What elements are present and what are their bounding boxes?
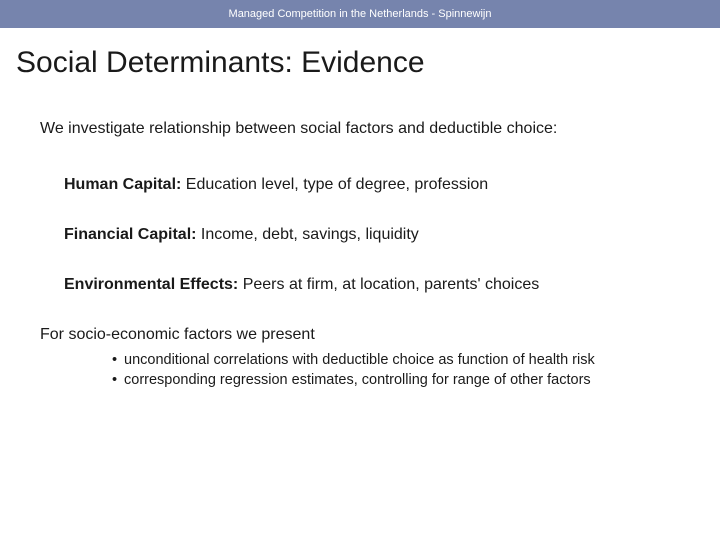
item-label: Environmental Effects: [64,276,238,293]
bullet-item: corresponding regression estimates, cont… [112,370,690,390]
item-label: Human Capital: [64,176,181,193]
second-intro-text: For socio-economic factors we present [40,326,690,344]
item-financial-capital: Financial Capital: Income, debt, savings… [64,226,690,244]
header-text: Managed Competition in the Netherlands -… [229,8,492,20]
page-title: Social Determinants: Evidence [16,46,720,80]
item-environmental-effects: Environmental Effects: Peers at firm, at… [64,276,690,294]
bullet-item: unconditional correlations with deductib… [112,350,690,370]
item-desc: Education level, type of degree, profess… [181,176,488,193]
content-area: We investigate relationship between soci… [0,80,720,391]
header-bar: Managed Competition in the Netherlands -… [0,0,720,28]
intro-text: We investigate relationship between soci… [40,120,690,138]
bullet-list: unconditional correlations with deductib… [112,350,690,391]
item-desc: Income, debt, savings, liquidity [196,226,418,243]
item-label: Financial Capital: [64,226,196,243]
item-desc: Peers at firm, at location, parents' cho… [238,276,539,293]
item-human-capital: Human Capital: Education level, type of … [64,176,690,194]
